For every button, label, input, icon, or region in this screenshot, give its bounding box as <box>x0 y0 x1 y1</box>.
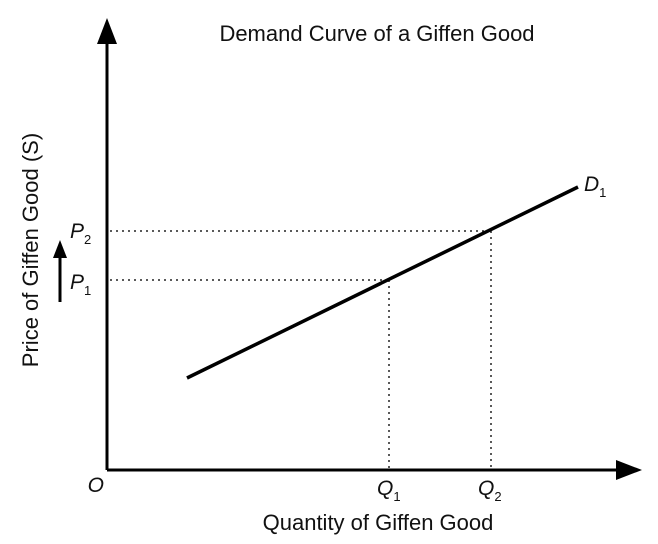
q2-label: Q2 <box>478 477 502 504</box>
q1-main: Q <box>377 477 393 500</box>
p2-label: P2 <box>70 220 91 247</box>
p1-main: P <box>70 271 84 294</box>
demand-curve <box>186 185 579 380</box>
title: Demand Curve of a Giffen Good <box>219 21 534 46</box>
x-axis-label: Quantity of Giffen Good <box>263 510 494 535</box>
d1-main: D <box>584 173 599 196</box>
p1-label: P1 <box>70 271 91 298</box>
x-axis-arrow <box>616 460 642 480</box>
q2-sub: 2 <box>494 489 501 504</box>
q1-label: Q1 <box>377 477 401 504</box>
y-axis-arrow <box>97 18 117 44</box>
d1-sub: 1 <box>599 185 606 200</box>
q2-main: Q <box>478 477 494 500</box>
p1-sub: 1 <box>84 283 91 298</box>
p2-sub: 2 <box>84 232 91 247</box>
p2-main: P <box>70 220 84 243</box>
d1-label: D1 <box>584 173 606 200</box>
origin-label: O <box>88 474 104 497</box>
y-axis-label: Price of Giffen Good (S) <box>18 133 43 367</box>
q1-sub: 1 <box>393 489 400 504</box>
price-rise-arrow-head <box>53 240 67 258</box>
